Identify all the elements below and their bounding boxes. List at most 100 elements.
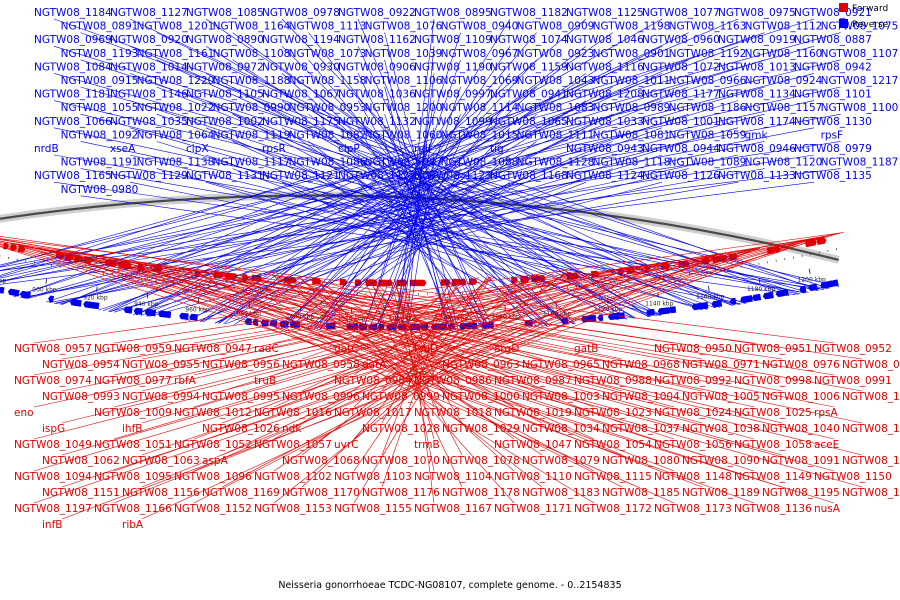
reverse-gene-feature — [123, 306, 133, 314]
forward-label-leader — [61, 237, 819, 456]
reverse-gene-label: NGTW08_0975 — [718, 7, 796, 19]
forward-gene-label: NGTW08_1094 — [14, 471, 92, 483]
reverse-gene-label: NGTW08_1132 — [338, 116, 416, 128]
reverse-gene-label: NGTW08_0967 — [441, 48, 519, 60]
reverse-gene-feature — [7, 288, 20, 297]
reverse-gene-label: NGTW08_1190 — [414, 61, 492, 73]
reverse-gene-label: NGTW08_0901 — [593, 48, 671, 60]
forward-gene-label: NGTW08_0957 — [14, 343, 92, 355]
forward-label-leader — [33, 235, 828, 504]
reverse-gene-feature — [69, 298, 82, 307]
reverse-gene-label: NGTW08_0997 — [414, 89, 492, 101]
forward-gene-label: trmB — [414, 439, 440, 451]
reverse-gene-label: NGTW08_1101 — [794, 89, 872, 101]
forward-gene-label: NGTW08_1037 — [602, 423, 680, 435]
reverse-gene-label: NGTW08_1158 — [289, 75, 367, 87]
reverse-gene-label: NGTW08_1133 — [718, 170, 796, 182]
reverse-label-leader — [60, 45, 739, 305]
forward-gene-label: NGTW08_1056 — [654, 439, 732, 451]
reverse-gene-label: NGTW08_1118 — [593, 157, 671, 169]
reverse-gene-label: NGTW08_0887 — [794, 34, 872, 46]
forward-gene-label: NGTW08_1012 — [174, 407, 252, 419]
reverse-gene-label: NGTW08_1192 — [669, 48, 747, 60]
forward-gene-label: aceE — [814, 439, 839, 451]
reverse-gene-label: NGTW08_0972 — [186, 61, 264, 73]
reverse-gene-label: NGTW08_1194 — [262, 34, 340, 46]
reverse-label-leader — [136, 45, 663, 316]
reverse-gene-feature-shape — [751, 293, 762, 302]
forward-label-leader — [52, 250, 755, 344]
forward-gene-label: NGTW08_1049 — [14, 439, 92, 451]
forward-label-leader — [211, 270, 595, 408]
forward-gene-label: NGTW08_1047 — [494, 439, 572, 451]
reverse-gene-label: rpsF — [821, 129, 844, 141]
reverse-gene-label: NGTW08_1035 — [110, 116, 188, 128]
reverse-gene-label: NGTW08_0960 — [642, 34, 720, 46]
reverse-gene-feature-shape — [469, 322, 478, 330]
reverse-gene-label: NGTW08_1128 — [517, 157, 595, 169]
forward-gene-label: NGTW08_1170 — [282, 487, 360, 499]
reverse-gene-label: NGTW08_1055 — [61, 102, 139, 114]
reverse-gene-label: NGTW08_1121 — [262, 170, 340, 182]
reverse-label-leader — [232, 168, 635, 319]
reverse-gene-label: NGTW08_1081 — [593, 129, 671, 141]
reverse-gene-label: NGTW08_1116 — [566, 61, 644, 73]
forward-gene-label: NGTW08_1173 — [654, 503, 732, 515]
forward-label-leader — [141, 255, 712, 520]
reverse-gene-label: NGTW08_1001 — [642, 116, 720, 128]
reverse-gene-label: NGTW08_1159 — [490, 61, 568, 73]
scale-tick-label: 940 kbp — [134, 301, 159, 308]
reverse-gene-label: NGTW08_0944 — [642, 143, 720, 155]
forward-gene-label: NGTW08_0952 — [814, 343, 892, 355]
reverse-gene-label: NGTW08_1165 — [34, 170, 112, 182]
reverse-gene-label: NGTW08_1088 — [441, 157, 519, 169]
reverse-gene-label: NGTW08_1187 — [821, 157, 899, 169]
reverse-label-leader — [357, 73, 485, 330]
reverse-label-leader — [14, 32, 765, 297]
reverse-label-leader — [148, 181, 663, 317]
forward-label-leader — [273, 270, 583, 440]
reverse-gene-label: NGTW08_0969 — [34, 34, 112, 46]
forward-label-leader — [33, 236, 825, 376]
forward-label-leader — [197, 269, 623, 424]
forward-gene-label: NGTW08_1185 — [602, 487, 680, 499]
forward-gene-label: ribA — [122, 519, 144, 531]
reverse-gene-label: NGTW08_1117 — [213, 157, 291, 169]
reverse-gene-label: NGTW08_1181 — [34, 89, 112, 101]
forward-gene-label: NGTW08_1172 — [574, 503, 652, 515]
reverse-gene-label: NGTW08_1122 — [338, 170, 416, 182]
forward-label-leader — [33, 232, 844, 408]
forward-gene-label: NGTW08_1102 — [254, 471, 332, 483]
reverse-gene-label: NGTW08_1076 — [365, 21, 443, 33]
reverse-label-leader — [156, 86, 708, 310]
reverse-gene-feature — [83, 301, 97, 309]
reverse-gene-label: NGTW08_0953 — [289, 102, 367, 114]
reverse-gene-label: NGTW08_0980 — [61, 184, 139, 196]
reverse-gene-label: NGTW08_0895 — [414, 7, 492, 19]
reverse-gene-label: NGTW08_1131 — [186, 170, 264, 182]
forward-label-leader — [0, 240, 863, 424]
forward-gene-label: NGTW08_1149 — [734, 471, 812, 483]
forward-label-leader — [301, 274, 535, 456]
forward-gene-feature — [511, 276, 518, 284]
scale-tick — [808, 268, 811, 274]
forward-gene-label: NGTW08_1183 — [522, 487, 600, 499]
forward-gene-label: NGTW08_1040 — [762, 423, 840, 435]
reverse-gene-label: NGTW08_1146 — [110, 89, 188, 101]
reverse-gene-label: NGTW08_1208 — [566, 89, 644, 101]
reverse-label-leader — [53, 181, 824, 290]
forward-label-leader — [99, 257, 703, 456]
forward-gene-label: NGTW08_0947 — [174, 343, 252, 355]
reverse-gene-label: NGTW08_1114 — [441, 102, 519, 114]
reverse-gene-label: NGTW08_1200 — [365, 102, 443, 114]
forward-gene-label: NGTW08_1091 — [762, 455, 840, 467]
forward-gene-label: NGTW08_1007 — [842, 391, 900, 403]
reverse-label-leader — [232, 86, 637, 319]
forward-gene-label: NGTW08_1018 — [414, 407, 492, 419]
forward-gene-label: NGTW08_1151 — [42, 487, 120, 499]
forward-label-leader — [273, 272, 568, 472]
reverse-gene-label: NGTW08_1175 — [262, 116, 340, 128]
forward-gene-label: NGTW08_1167 — [414, 503, 492, 515]
forward-label-leader — [33, 232, 841, 344]
forward-label-leader — [353, 276, 492, 504]
